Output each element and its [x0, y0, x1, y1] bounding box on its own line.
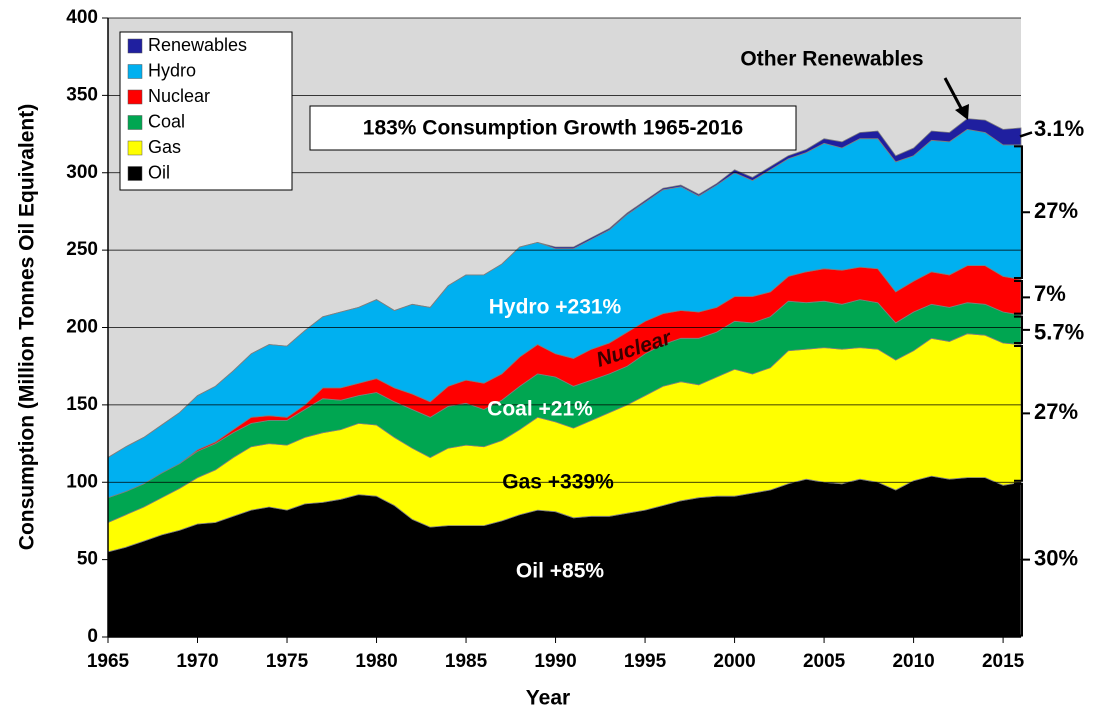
share-arrow [1019, 131, 1033, 138]
annotation-box [309, 105, 797, 151]
y-tick-label: 150 [66, 394, 98, 415]
x-tick-label: 2000 [713, 651, 755, 672]
x-tick-label: 1975 [266, 651, 309, 672]
legend-box [119, 31, 293, 191]
annotation-arrowhead [955, 104, 969, 120]
x-tick-label: 1970 [176, 651, 218, 672]
legend-swatch [127, 140, 143, 156]
x-tick-label: 1990 [534, 651, 576, 672]
x-axis-title: Year [526, 687, 570, 710]
x-tick-label: 1995 [624, 651, 667, 672]
y-tick-label: 350 [66, 84, 98, 105]
annotation-arrow [943, 77, 964, 111]
share-label: 27% [1034, 198, 1078, 223]
legend-swatch [127, 115, 143, 130]
annotation: Hydro +231% [489, 296, 622, 319]
legend-label: Oil [148, 162, 170, 182]
y-tick-label: 50 [77, 549, 98, 570]
share-label: 7% [1034, 281, 1066, 306]
legend-label: Gas [148, 137, 181, 157]
legend-swatch [127, 89, 143, 105]
x-tick-label: 1965 [87, 651, 130, 672]
x-tick-label: 2015 [982, 651, 1025, 672]
y-tick-label: 250 [66, 239, 98, 260]
annotation: Gas +339% [502, 471, 614, 494]
annotation: Oil +85% [516, 560, 604, 583]
legend-swatch [127, 38, 143, 54]
legend-label: Renewables [148, 35, 247, 55]
legend-label: Coal [148, 111, 185, 131]
annotation: 183% Consumption Growth 1965-2016 [363, 117, 743, 140]
x-tick-label: 2005 [803, 651, 846, 672]
share-bracket [1014, 280, 1030, 315]
share-label: 3.1% [1034, 116, 1084, 141]
annotation: Other Renewables [740, 48, 923, 71]
legend-swatch [127, 166, 143, 181]
share-bracket [1014, 482, 1030, 637]
y-tick-label: 100 [66, 471, 98, 492]
annotation: Coal +21% [487, 398, 593, 421]
y-tick-label: 0 [87, 626, 98, 647]
legend-swatch [127, 64, 143, 79]
share-label: 27% [1034, 399, 1078, 424]
x-tick-label: 1980 [355, 651, 397, 672]
x-tick-label: 2010 [892, 651, 934, 672]
share-label: 30% [1034, 545, 1078, 570]
share-label: 5.7% [1034, 320, 1084, 345]
legend: Renewables Hydro Nuclear Coal Gas Oil [119, 31, 293, 191]
y-tick-label: 400 [66, 7, 98, 28]
legend-label: Nuclear [148, 86, 210, 106]
share-bracket [1014, 145, 1030, 280]
share-bracket [1014, 345, 1030, 482]
x-tick-label: 1985 [445, 651, 488, 672]
share-bracket [1014, 315, 1030, 345]
y-axis-title: Consumption (Million Tonnes Oil Equivale… [16, 104, 39, 550]
y-tick-label: 300 [66, 162, 98, 183]
legend-label: Hydro [148, 60, 196, 80]
y-tick-label: 200 [66, 317, 98, 338]
